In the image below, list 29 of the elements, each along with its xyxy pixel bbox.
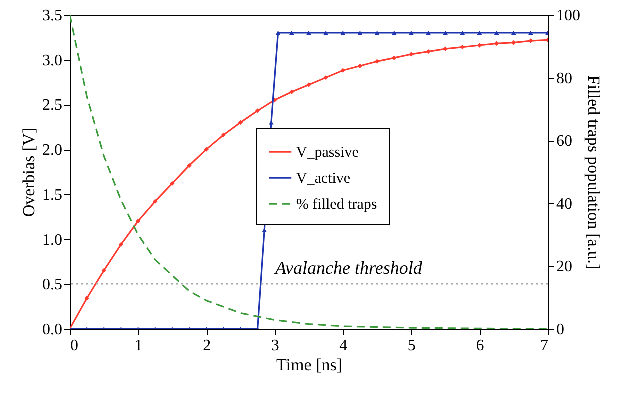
y-tick-label: 1.0 bbox=[42, 232, 62, 249]
x-tick-label: 6 bbox=[476, 338, 484, 354]
y-tick-label: 0.0 bbox=[42, 322, 62, 338]
legend-label: V_passive bbox=[296, 145, 360, 162]
y2-tick-label: 20 bbox=[556, 258, 572, 276]
y-tick-label: 1.5 bbox=[42, 186, 62, 204]
y2-tick-label: 80 bbox=[556, 70, 572, 88]
x-tick-label: 4 bbox=[340, 338, 348, 354]
x-tick-label: 7 bbox=[540, 338, 548, 354]
y2-tick-label: 40 bbox=[556, 196, 572, 213]
y-tick-label: 0.5 bbox=[42, 276, 62, 294]
x-axis-title: Time [ns] bbox=[276, 356, 342, 374]
y-tick-label: 3.0 bbox=[42, 52, 62, 70]
y2-tick-label: 60 bbox=[556, 133, 572, 150]
x-tick-label: 1 bbox=[134, 338, 143, 354]
ref-line-label: Avalanche threshold bbox=[274, 258, 424, 278]
y-tick-label: 2.0 bbox=[42, 142, 62, 160]
y-tick-label: 2.5 bbox=[42, 97, 62, 114]
y-axis-title: Overbias [V] bbox=[20, 128, 38, 218]
y2-tick-label: 0 bbox=[556, 322, 564, 338]
x-tick-label: 3 bbox=[271, 338, 280, 354]
y2-axis-title: Filled traps population [a.u.] bbox=[584, 75, 604, 270]
x-tick-label: 2 bbox=[203, 338, 212, 354]
legend-label: % filled traps bbox=[296, 197, 378, 214]
x-tick-label: 5 bbox=[408, 338, 416, 354]
y2-tick-label: 100 bbox=[556, 8, 580, 24]
y-tick-label: 3.5 bbox=[42, 8, 62, 24]
legend-label: V_active bbox=[296, 171, 351, 188]
x-tick-label: 0 bbox=[70, 338, 78, 354]
